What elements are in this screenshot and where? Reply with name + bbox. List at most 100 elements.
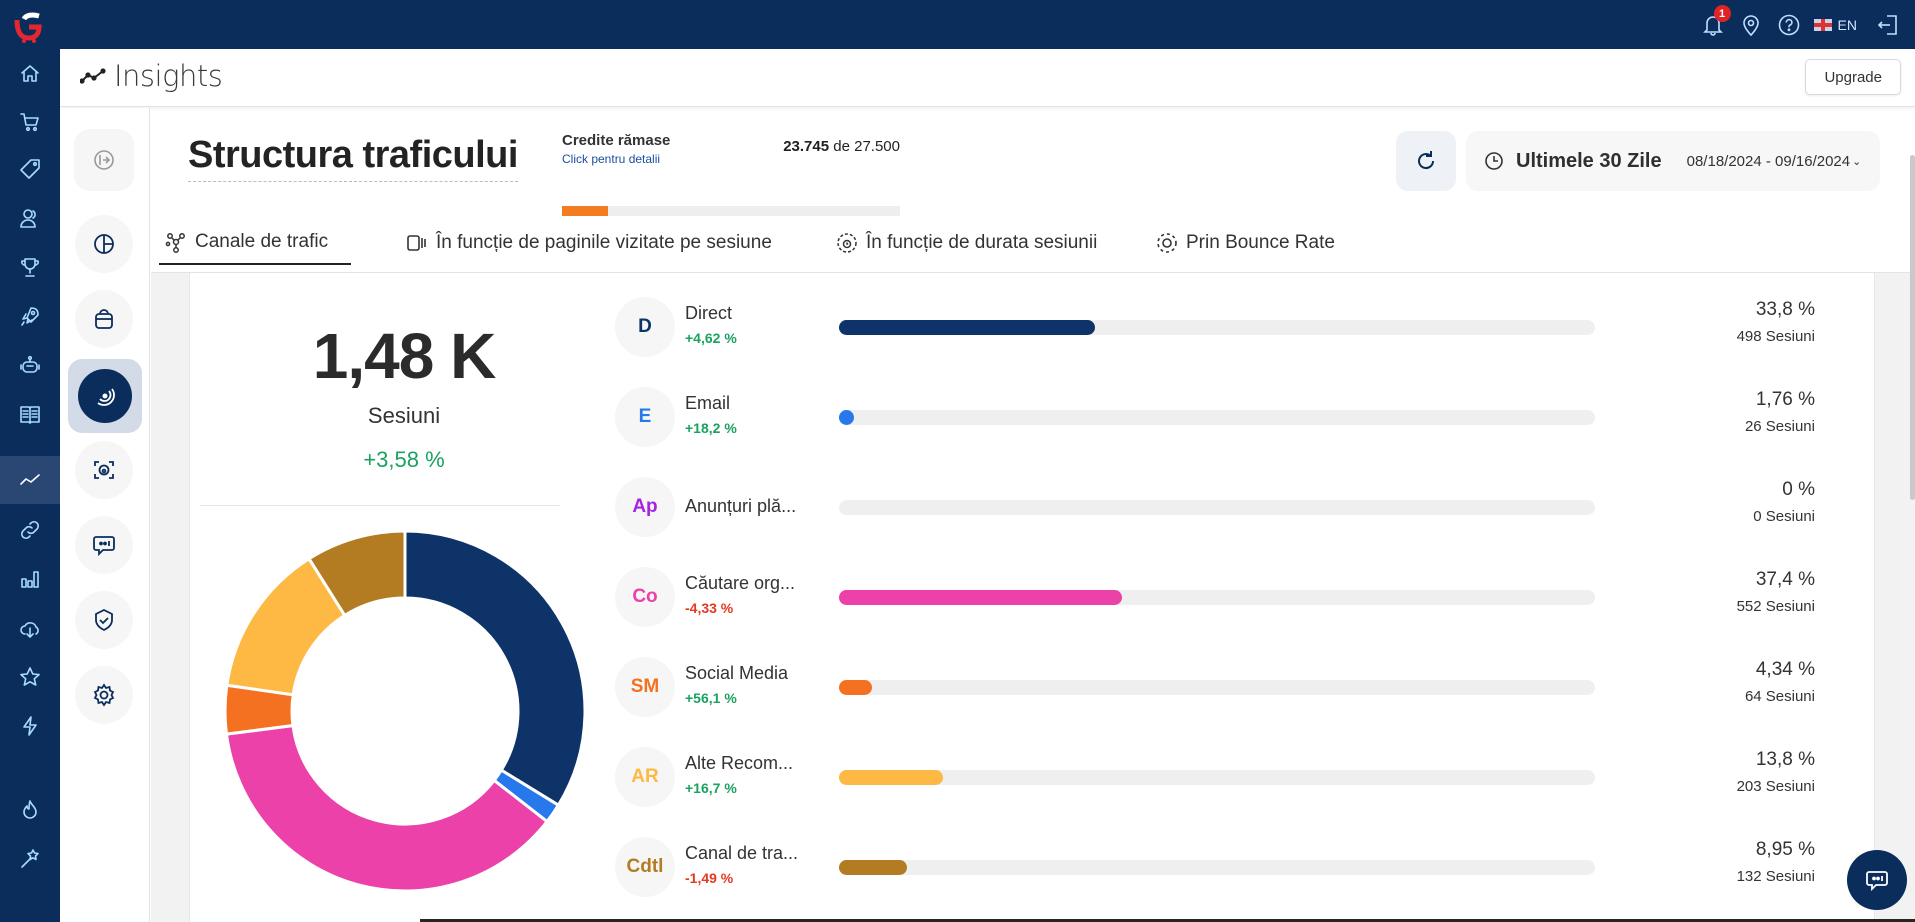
tabs-divider	[151, 272, 1915, 273]
help-button[interactable]	[1770, 0, 1808, 49]
sidebar-item-bar-chart[interactable]	[0, 555, 60, 603]
channel-sessions: 0 Sesiuni	[1753, 508, 1815, 525]
chat-icon	[93, 536, 115, 557]
magic-wand-icon	[21, 849, 39, 868]
collapse-button[interactable]	[74, 129, 134, 191]
channel-row[interactable]: SM Social Media +56,1 % 4,34 % 64 Sesiuni	[615, 657, 1815, 719]
chevron-down-icon: ⌄	[1852, 155, 1862, 168]
header-title-text: Insights	[114, 59, 223, 93]
credits-widget: Credite rămase Click pentru detalii 23.7…	[562, 132, 900, 216]
date-range-value: 08/18/2024 - 09/16/2024	[1686, 152, 1851, 170]
channel-sessions: 498 Sesiuni	[1736, 328, 1815, 345]
sidebar-item-cart[interactable]	[0, 98, 60, 146]
tab-traffic-channels[interactable]: Canale de trafic	[159, 221, 351, 265]
sidebar-item-lightning[interactable]	[0, 702, 60, 750]
channel-name: Canal de tra...	[685, 843, 799, 863]
tab-bounce-rate[interactable]: Prin Bounce Rate	[1156, 221, 1335, 265]
trophy-icon	[21, 258, 39, 277]
date-range-picker[interactable]: Ultimele 30 Zile 08/18/2024 - 09/16/2024…	[1466, 131, 1880, 191]
subnav-security[interactable]	[75, 591, 133, 649]
chat-icon	[1866, 871, 1888, 892]
taskbar-edge	[420, 919, 1915, 922]
sidebar-item-link[interactable]	[0, 506, 60, 554]
clock-icon	[1485, 152, 1503, 170]
channel-row[interactable]: Co Căutare org... -4,33 % 37,4 % 552 Sesiuni	[615, 567, 1815, 629]
sidebar-item-tag[interactable]	[0, 145, 60, 193]
channel-name: Căutare org...	[685, 573, 796, 593]
pie-chart-icon	[94, 234, 114, 254]
tab-pages-per-session[interactable]: În funcție de paginile vizitate pe sesiu…	[406, 221, 772, 265]
credits-label: Credite rămase	[562, 132, 671, 149]
star-icon	[20, 667, 40, 686]
donut-slice-direct[interactable]	[403, 529, 587, 808]
sidebar-item-trophy[interactable]	[0, 243, 60, 291]
credits-progress-bar	[562, 206, 900, 216]
home-icon	[21, 65, 39, 82]
refresh-button[interactable]	[1396, 131, 1456, 191]
page-scrollbar[interactable]	[1910, 155, 1915, 500]
channel-percent: 13,8 %	[1755, 749, 1815, 770]
total-sessions-label: Sesiuni	[367, 403, 441, 428]
sidebar-item-fire[interactable]	[0, 786, 60, 834]
channel-share-bar	[839, 590, 1595, 605]
tag-icon	[20, 159, 40, 179]
upgrade-button[interactable]: Upgrade	[1805, 59, 1901, 95]
main-content: Structura traficului Credite rămase Clic…	[151, 108, 1915, 922]
channel-row[interactable]: Ap Anunțuri plă... 0 % 0 Sesiuni	[615, 477, 1815, 539]
gear-icon	[93, 683, 115, 707]
main-sidebar	[0, 0, 60, 922]
location-button[interactable]	[1732, 0, 1770, 49]
shield-check-icon	[95, 608, 113, 632]
subnav-scan[interactable]	[75, 441, 133, 499]
channel-name: Anunțuri plă...	[685, 496, 797, 516]
sidebar-item-magic-wand[interactable]	[0, 834, 60, 882]
support-chat-button[interactable]	[1847, 850, 1907, 910]
cloud-download-icon	[20, 622, 39, 638]
credits-value: 23.745 de 27.500	[783, 138, 900, 155]
channel-row[interactable]: E Email +18,2 % 1,76 % 26 Sesiuni	[615, 387, 1815, 449]
channel-row[interactable]: Cdtl Canal de tra... -1,49 % 8,95 % 132 Sesi…	[615, 837, 1815, 899]
sidebar-item-users[interactable]	[0, 194, 60, 242]
sidebar-item-book[interactable]	[0, 390, 60, 438]
credits-details-link[interactable]: Click pentru detalii	[562, 152, 661, 166]
cart-icon	[20, 113, 39, 132]
notifications-button[interactable]: 1	[1694, 0, 1732, 49]
refresh-icon	[1418, 151, 1435, 170]
map-pin-icon	[1742, 14, 1759, 36]
channel-percent: 0 %	[1782, 479, 1815, 500]
sidebar-item-cloud-download[interactable]	[0, 604, 60, 652]
sidebar-item-home[interactable]	[0, 49, 60, 97]
app-logo[interactable]	[12, 10, 46, 44]
sidebar-item-robot[interactable]	[0, 341, 60, 389]
logout-icon	[1877, 14, 1897, 35]
sidebar-item-star[interactable]	[0, 653, 60, 701]
channel-change: -4,33 %	[685, 600, 734, 616]
channel-row[interactable]: D Direct +4,62 % 33,8 % 498 Sesiuni	[615, 297, 1815, 359]
channel-row[interactable]: AR Alte Recom... +16,7 % 13,8 % 203 Sesiuni	[615, 747, 1815, 809]
channel-avatar: E	[615, 387, 675, 447]
subnav-traffic[interactable]	[68, 359, 142, 433]
donut-slice-căutare-organică[interactable]	[224, 723, 550, 893]
sidebar-item-insights[interactable]	[0, 456, 60, 504]
channel-sessions: 64 Sesiuni	[1744, 688, 1815, 705]
channel-avatar: Cdtl	[615, 837, 675, 897]
language-selector[interactable]: EN	[1808, 0, 1869, 49]
channel-sessions: 552 Sesiuni	[1736, 598, 1815, 615]
subnav-settings[interactable]	[75, 666, 133, 724]
subnav-messages[interactable]	[75, 516, 133, 574]
logo-icon	[14, 12, 42, 43]
top-actions: 1 EN	[1694, 0, 1915, 49]
notification-badge: 1	[1713, 5, 1731, 22]
sidebar-item-rocket[interactable]	[0, 292, 60, 340]
channel-avatar: AR	[615, 747, 675, 807]
logout-button[interactable]	[1869, 0, 1907, 49]
donut-slice-canal-de-trafic[interactable]	[306, 529, 407, 618]
subnav-products[interactable]	[75, 290, 133, 348]
channel-sessions: 26 Sesiuni	[1744, 418, 1815, 435]
scan-icon	[94, 461, 114, 479]
tab-session-duration[interactable]: În funcție de durata sesiunii	[836, 221, 1097, 265]
insights-icon	[20, 474, 40, 485]
channel-sessions: 203 Sesiuni	[1736, 778, 1815, 795]
channels-icon	[165, 233, 185, 253]
subnav-overview[interactable]	[75, 215, 133, 273]
